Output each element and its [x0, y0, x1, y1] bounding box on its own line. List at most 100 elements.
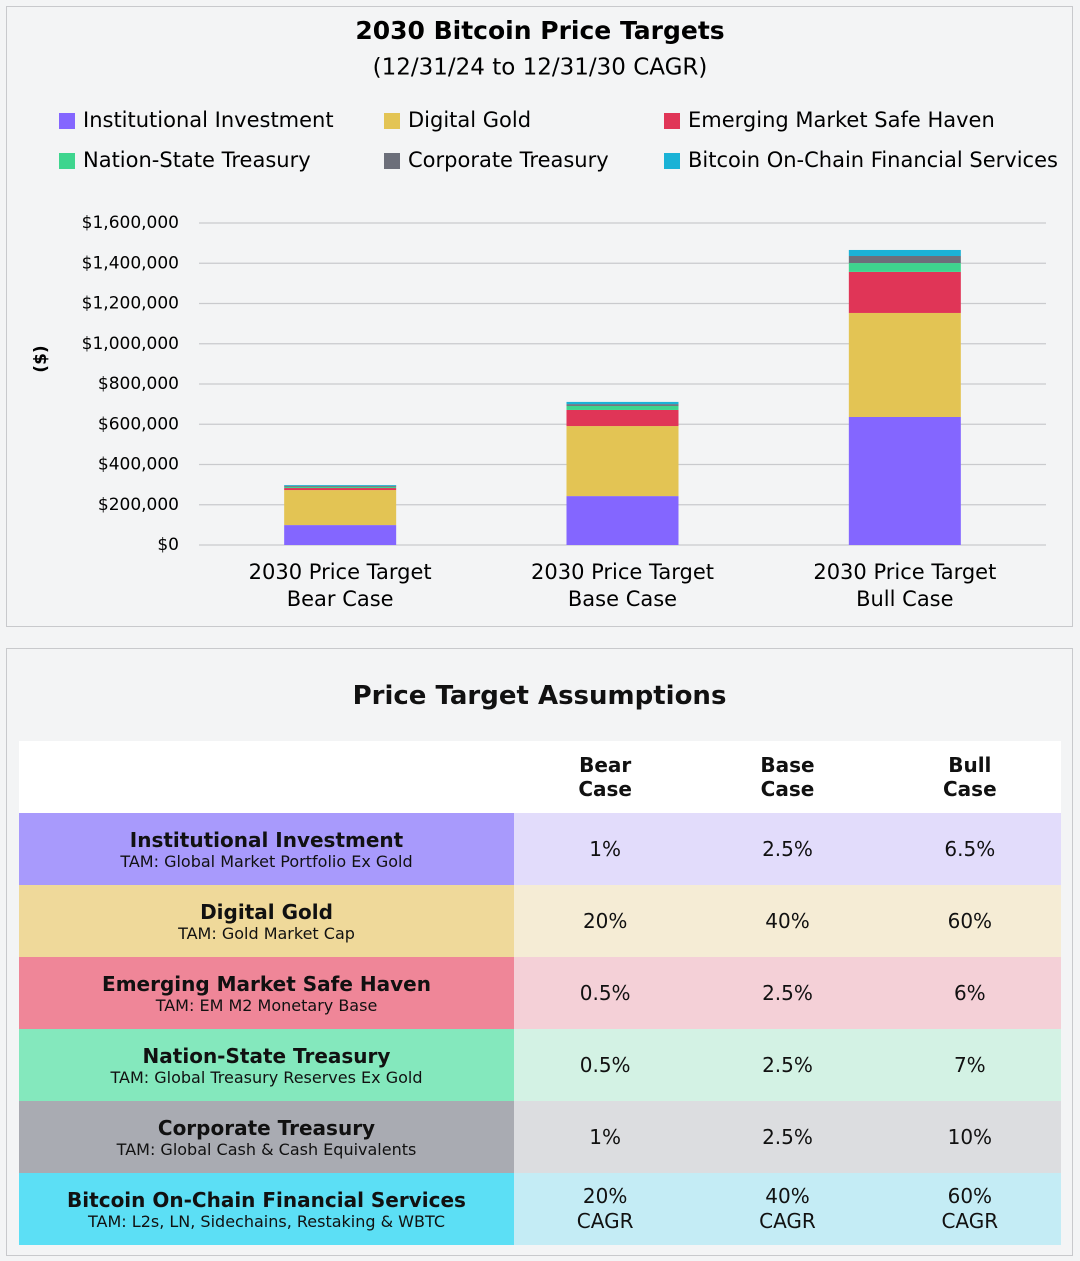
x-tick-label: 2030 Price Target [813, 560, 996, 584]
value-text: 6% [953, 980, 986, 1005]
value-text: 2.5% [762, 836, 813, 861]
x-tick-label: Bear Case [287, 587, 394, 611]
value-text: 0.5% [579, 980, 631, 1005]
y-tick-label: $1,400,000 [82, 253, 179, 273]
legend-label: Institutional Investment [83, 108, 334, 132]
bar-segment [284, 485, 397, 486]
header-text: Case [943, 777, 997, 801]
value-text: 40% CAGR [759, 1184, 816, 1233]
row-tam: TAM: L2s, LN, Sidechains, Restaking & WB… [88, 1211, 445, 1231]
value-cell: 60% CAGR [878, 1173, 1061, 1245]
row-name: Corporate Treasury [157, 1115, 376, 1140]
table-row: Nation-State Treasury TAM: Global Treasur… [19, 1029, 1061, 1101]
value-cell: 10% [878, 1101, 1061, 1173]
value-cell: 2.5% [696, 813, 879, 885]
bar-segment [284, 486, 397, 489]
table-row: Institutional Investment TAM: Global Mark… [19, 813, 1061, 885]
value-text: 20% CAGR [576, 1184, 634, 1233]
header-row: Bear Case Base Case Bull Case [19, 741, 1061, 813]
row-label-cell: Institutional Investment TAM: Global Mark… [19, 813, 514, 885]
bar-segment [284, 485, 397, 487]
y-axis-label: ($) [31, 345, 51, 372]
y-tick-label: $1,600,000 [82, 213, 179, 233]
bar-segment [566, 404, 679, 406]
header-cell: Bull Case [878, 741, 1061, 813]
y-tick-label: $400,000 [98, 455, 179, 475]
x-tick-label: 2030 Price Target [249, 560, 432, 584]
legend-label: Emerging Market Safe Haven [688, 108, 995, 132]
value-text: 40% [765, 908, 810, 933]
legend-label: Nation-State Treasury [83, 148, 311, 172]
value-cell: 2.5% [696, 957, 879, 1029]
value-text: 1% [589, 1124, 622, 1149]
row-name: Digital Gold [200, 899, 333, 924]
value-text: 7% [953, 1052, 986, 1077]
header-cell: Bear Case [514, 741, 697, 813]
header-cell [19, 741, 514, 813]
table-title: Price Target Assumptions [352, 681, 727, 711]
table-row: Emerging Market Safe Haven TAM: EM M2 Mon… [19, 957, 1061, 1029]
value-text: 60% [947, 908, 993, 933]
y-tick-label: $600,000 [98, 414, 179, 434]
bar-segment [284, 525, 397, 545]
value-text: 1% [589, 836, 622, 861]
value-cell: 0.5% [514, 957, 697, 1029]
table-row: Bitcoin On-Chain Financial Services TAM: … [19, 1173, 1061, 1245]
value-cell: 1% [514, 1101, 697, 1173]
value-cell: 2.5% [696, 1029, 879, 1101]
table-row: Corporate Treasury TAM: Global Cash & Cas… [19, 1101, 1061, 1173]
bar-segment [284, 490, 397, 526]
bar-segment [848, 263, 961, 272]
value-text: 0.5% [579, 1052, 631, 1077]
value-text: 2.5% [762, 980, 813, 1005]
header-cell: Base Case [696, 741, 879, 813]
value-cell: 20% CAGR [514, 1173, 697, 1245]
bar-segment [566, 409, 679, 427]
row-name: Bitcoin On-Chain Financial Services [67, 1187, 466, 1212]
row-label-cell: Nation-State Treasury TAM: Global Treasur… [19, 1029, 514, 1101]
row-label-cell: Bitcoin On-Chain Financial Services TAM: … [19, 1173, 514, 1245]
bar-segment [848, 312, 961, 418]
bar-segment [848, 417, 961, 545]
value-cell: 20% [514, 885, 697, 957]
legend-swatch [59, 113, 75, 129]
bar-segment [848, 256, 961, 264]
table-row: Digital Gold TAM: Gold Market Cap 20% 40% 60… [19, 885, 1061, 957]
value-cell: 6.5% [878, 813, 1061, 885]
value-cell: 40% CAGR [696, 1173, 879, 1245]
legend-swatch [664, 113, 680, 129]
chart-panel: 2030 Bitcoin Price Targets (12/31/24 to … [6, 6, 1073, 627]
header-text: Case [578, 777, 632, 801]
bar-segment [566, 426, 679, 497]
header-text: Bull [948, 753, 992, 777]
value-text: 6.5% [944, 836, 996, 861]
value-cell: 60% [878, 885, 1061, 957]
legend-label: Corporate Treasury [408, 148, 609, 172]
header-text: Bear [579, 753, 632, 777]
legend-swatch [384, 153, 400, 169]
row-label-cell: Emerging Market Safe Haven TAM: EM M2 Mon… [19, 957, 514, 1029]
legend-label: Bitcoin On-Chain Financial Services [688, 148, 1058, 172]
chart-title: 2030 Bitcoin Price Targets [355, 16, 724, 45]
value-cell: 40% [696, 885, 879, 957]
y-tick-label: $1,200,000 [82, 294, 179, 314]
header-text: Base [760, 753, 815, 777]
legend-swatch [384, 113, 400, 129]
x-tick-label: Bull Case [856, 587, 953, 611]
row-label-cell: Digital Gold TAM: Gold Market Cap [19, 885, 514, 957]
row-name: Nation-State Treasury [142, 1043, 391, 1068]
y-tick-label: $800,000 [98, 374, 179, 394]
bar-segment [848, 249, 961, 257]
y-tick-label: $0 [157, 535, 179, 555]
value-cell: 1% [514, 813, 697, 885]
x-tick-label: Base Case [568, 587, 677, 611]
chart: 2030 Bitcoin Price Targets (12/31/24 to … [31, 16, 1058, 611]
row-tam: TAM: Gold Market Cap [178, 923, 355, 943]
value-text: 2.5% [762, 1052, 813, 1077]
value-text: 60% CAGR [941, 1184, 999, 1233]
value-cell: 6% [878, 957, 1061, 1029]
row-name: Institutional Investment [129, 827, 404, 852]
value-text: 2.5% [762, 1124, 813, 1149]
value-text: 10% [947, 1124, 993, 1149]
